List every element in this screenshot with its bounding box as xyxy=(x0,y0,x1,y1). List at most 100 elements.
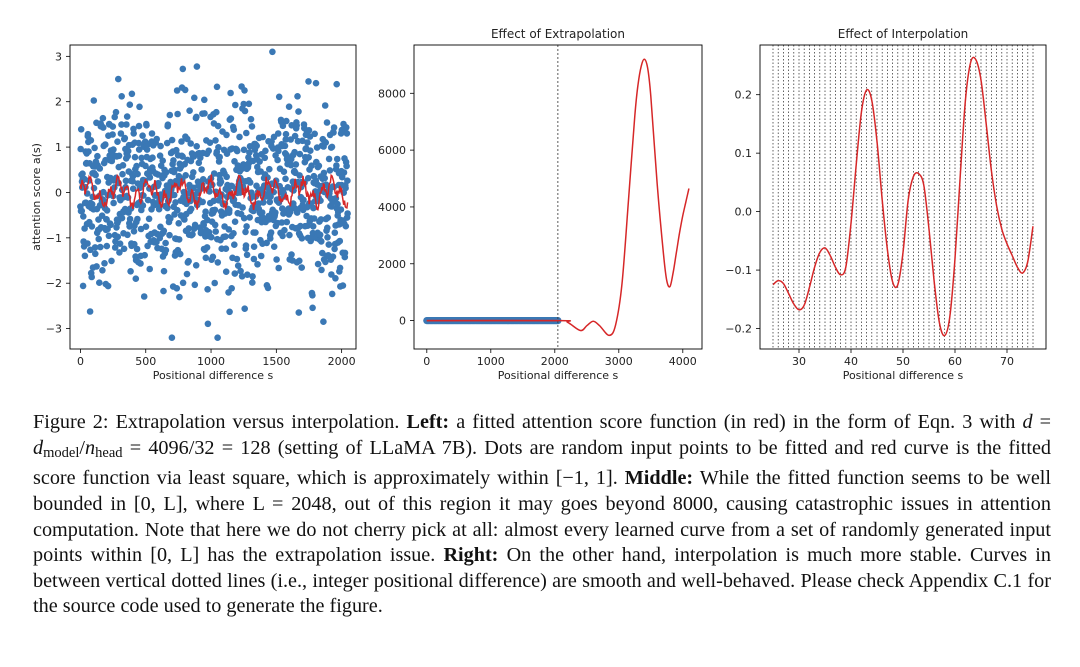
data-point xyxy=(77,126,85,133)
y-tick-label: −1 xyxy=(46,232,62,245)
data-point xyxy=(184,135,191,143)
data-point xyxy=(273,256,280,263)
caption-equation: d = dmodel/nhead = 4096/32 = 128 xyxy=(33,411,1052,461)
data-point xyxy=(256,158,263,165)
data-point xyxy=(199,176,207,183)
data-point xyxy=(275,264,283,272)
data-point xyxy=(95,235,102,243)
data-point xyxy=(320,318,327,326)
y-tick-label: 1 xyxy=(55,141,62,154)
data-point xyxy=(295,108,302,115)
data-point xyxy=(311,130,319,138)
data-point xyxy=(253,142,260,150)
data-point xyxy=(115,152,123,160)
data-point xyxy=(291,132,299,140)
data-point xyxy=(279,232,286,240)
data-point xyxy=(295,309,303,316)
data-point xyxy=(101,260,108,267)
caption-label: Figure 2: xyxy=(33,411,109,433)
data-point xyxy=(139,132,146,139)
data-point xyxy=(248,123,256,130)
data-point xyxy=(124,231,131,239)
y-axis-label: attention score a(s) xyxy=(30,143,43,251)
data-point xyxy=(141,251,148,259)
data-point xyxy=(198,166,205,173)
y-tick-label: 6000 xyxy=(378,144,406,157)
data-point xyxy=(320,169,328,177)
data-point xyxy=(259,133,267,141)
data-point xyxy=(170,157,177,164)
caption-right-head: Right: xyxy=(443,544,499,567)
data-point xyxy=(336,264,344,272)
data-point xyxy=(119,170,126,178)
data-point xyxy=(136,103,143,111)
y-tick-label: −0.1 xyxy=(725,264,752,277)
data-point xyxy=(107,221,114,229)
data-point xyxy=(140,293,148,300)
data-point xyxy=(344,210,351,217)
data-point xyxy=(118,121,125,128)
data-point xyxy=(307,147,314,154)
data-point xyxy=(336,237,344,245)
data-point xyxy=(298,235,306,242)
data-point xyxy=(206,139,214,146)
data-point xyxy=(286,208,294,216)
data-point xyxy=(160,267,168,275)
data-point xyxy=(132,275,140,283)
data-point xyxy=(212,228,219,235)
data-point xyxy=(241,87,248,94)
caption-middle-head: Middle: xyxy=(624,467,694,490)
data-point xyxy=(116,240,124,247)
data-point xyxy=(266,198,274,206)
data-point xyxy=(315,162,323,170)
data-point xyxy=(102,156,109,164)
data-point xyxy=(91,244,99,251)
data-point xyxy=(244,271,251,279)
data-point xyxy=(288,251,295,258)
data-point xyxy=(93,263,100,270)
data-point xyxy=(88,273,95,281)
data-point xyxy=(261,154,269,162)
data-point xyxy=(163,139,171,147)
data-point xyxy=(175,236,183,243)
data-point xyxy=(85,148,92,155)
data-point xyxy=(343,130,351,137)
data-point xyxy=(189,231,196,238)
data-point xyxy=(333,162,340,169)
x-tick-label: 0 xyxy=(77,355,84,368)
data-point xyxy=(162,246,170,254)
data-point xyxy=(274,130,282,137)
x-tick-label: 4000 xyxy=(669,355,697,368)
data-point xyxy=(240,146,248,154)
data-point xyxy=(110,146,117,153)
data-point xyxy=(211,279,218,287)
data-point xyxy=(94,152,101,160)
data-point xyxy=(239,204,246,211)
data-point xyxy=(247,115,255,123)
data-point xyxy=(166,231,173,239)
data-point xyxy=(121,134,129,142)
data-point xyxy=(128,90,136,98)
data-point xyxy=(153,135,160,143)
data-point xyxy=(344,177,351,184)
data-point xyxy=(293,122,301,129)
data-point xyxy=(134,215,141,223)
data-point xyxy=(173,285,181,292)
data-point xyxy=(304,139,311,146)
data-point xyxy=(214,122,222,130)
data-point xyxy=(274,156,281,164)
data-point xyxy=(137,225,145,233)
data-point xyxy=(331,229,339,236)
data-point xyxy=(283,218,291,226)
data-point xyxy=(296,150,304,158)
data-point xyxy=(309,304,316,312)
data-point xyxy=(149,154,156,161)
x-tick-label: 40 xyxy=(844,355,858,368)
data-point xyxy=(84,130,92,138)
data-point xyxy=(223,131,230,139)
data-point xyxy=(81,252,89,260)
data-point xyxy=(122,177,130,185)
data-point xyxy=(222,233,229,240)
data-point xyxy=(131,240,138,248)
caption-left-text-1: a fitted attention score function (in re… xyxy=(456,411,1016,433)
